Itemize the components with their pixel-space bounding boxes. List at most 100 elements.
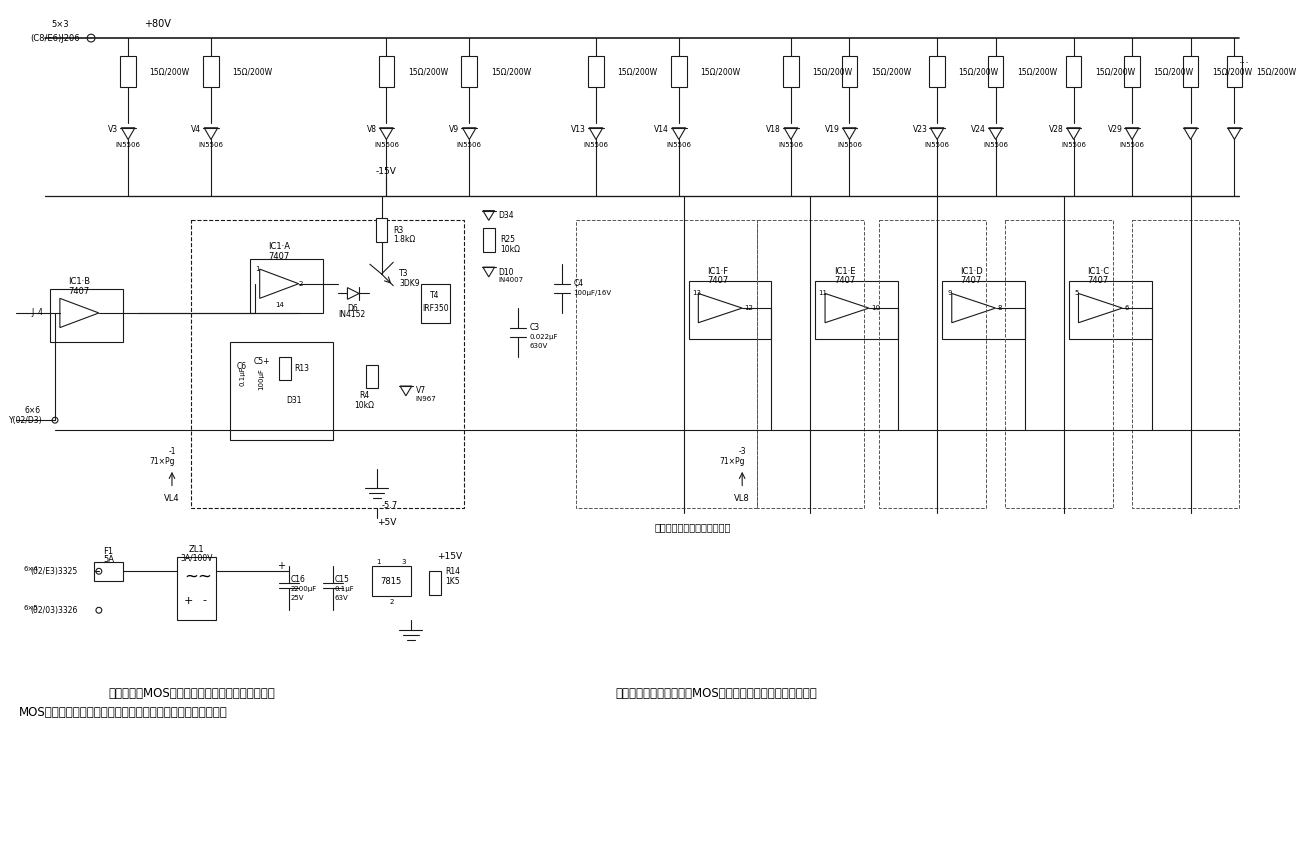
Text: R3: R3 bbox=[393, 226, 403, 234]
Text: R14: R14 bbox=[445, 567, 460, 575]
Text: V28: V28 bbox=[1048, 125, 1064, 134]
Polygon shape bbox=[1227, 127, 1242, 139]
Polygon shape bbox=[380, 127, 393, 139]
Text: 3A/100V: 3A/100V bbox=[180, 553, 213, 562]
Text: VL8: VL8 bbox=[735, 493, 750, 503]
Bar bbox=[688, 280, 771, 339]
Text: 15Ω/200W: 15Ω/200W bbox=[149, 68, 189, 77]
Bar bbox=[841, 56, 857, 87]
Text: 15Ω/200W: 15Ω/200W bbox=[700, 68, 740, 77]
Polygon shape bbox=[1125, 127, 1139, 139]
Polygon shape bbox=[842, 127, 857, 139]
Text: 630V: 630V bbox=[530, 343, 548, 349]
Text: +80V: +80V bbox=[144, 20, 171, 29]
Text: 7407: 7407 bbox=[708, 276, 728, 286]
Text: D34: D34 bbox=[499, 211, 515, 220]
Text: (02/E3)3325: (02/E3)3325 bbox=[31, 567, 78, 575]
Text: 15Ω/200W: 15Ω/200W bbox=[1017, 68, 1058, 77]
Text: 6×6: 6×6 bbox=[25, 406, 40, 415]
Text: IN5506: IN5506 bbox=[924, 142, 950, 148]
Polygon shape bbox=[1067, 127, 1081, 139]
Text: 1.8kΩ: 1.8kΩ bbox=[393, 235, 416, 245]
Text: +: + bbox=[277, 562, 285, 571]
Text: IN5506: IN5506 bbox=[198, 142, 223, 148]
Polygon shape bbox=[483, 210, 495, 221]
Text: 6×4: 6×4 bbox=[23, 566, 38, 572]
Text: ZL1: ZL1 bbox=[188, 545, 205, 554]
Text: IN967: IN967 bbox=[416, 396, 437, 402]
Text: D6: D6 bbox=[347, 304, 358, 313]
Text: +15V: +15V bbox=[437, 552, 463, 561]
Text: 15Ω/200W: 15Ω/200W bbox=[813, 68, 853, 77]
Text: D31: D31 bbox=[286, 396, 302, 405]
Bar bbox=[420, 284, 450, 322]
Text: 71×Pg: 71×Pg bbox=[719, 457, 745, 466]
Text: (02/03)3326: (02/03)3326 bbox=[31, 605, 78, 615]
Text: 10kΩ: 10kΩ bbox=[354, 401, 375, 410]
Text: 15Ω/200W: 15Ω/200W bbox=[491, 68, 531, 77]
Text: V7: V7 bbox=[416, 386, 426, 396]
Text: R4: R4 bbox=[359, 392, 369, 400]
Text: R13: R13 bbox=[294, 364, 308, 373]
Bar bbox=[231, 342, 333, 439]
Text: C16: C16 bbox=[290, 575, 306, 584]
Text: 100μF/16V: 100μF/16V bbox=[574, 291, 612, 297]
Text: +5V: +5V bbox=[377, 518, 397, 527]
Text: -15V: -15V bbox=[376, 167, 397, 176]
Polygon shape bbox=[347, 287, 359, 299]
Bar bbox=[378, 56, 394, 87]
Bar bbox=[942, 280, 1025, 339]
Bar bbox=[429, 571, 441, 595]
Text: 12: 12 bbox=[744, 305, 753, 311]
Bar bbox=[588, 56, 604, 87]
Text: 63V: 63V bbox=[334, 594, 349, 600]
Text: T4: T4 bbox=[430, 291, 439, 300]
Text: C15: C15 bbox=[334, 575, 350, 584]
Bar bbox=[121, 56, 136, 87]
Bar bbox=[1226, 56, 1243, 87]
Bar bbox=[988, 56, 1003, 87]
Text: IC1·C: IC1·C bbox=[1087, 267, 1109, 275]
Text: IC1·E: IC1·E bbox=[833, 267, 855, 275]
Text: 15Ω/200W: 15Ω/200W bbox=[1095, 68, 1135, 77]
Bar bbox=[250, 259, 323, 313]
Bar bbox=[483, 228, 495, 251]
Text: 5×3: 5×3 bbox=[51, 20, 69, 29]
Text: J  4: J 4 bbox=[31, 309, 43, 317]
Text: F1: F1 bbox=[104, 547, 114, 557]
Text: 13: 13 bbox=[692, 291, 701, 297]
Text: MOS管以后，一则改进了电路结构，又提高了工艺指标，前置放: MOS管以后，一则改进了电路结构，又提高了工艺指标，前置放 bbox=[19, 706, 228, 719]
Text: IN5506: IN5506 bbox=[1061, 142, 1086, 148]
Bar bbox=[929, 56, 945, 87]
Text: IN5506: IN5506 bbox=[984, 142, 1008, 148]
Text: IN5506: IN5506 bbox=[115, 142, 140, 148]
Text: 7407: 7407 bbox=[960, 276, 982, 286]
Polygon shape bbox=[205, 127, 218, 139]
Bar bbox=[365, 364, 377, 388]
Text: -: - bbox=[202, 596, 206, 605]
Text: IN5506: IN5506 bbox=[375, 142, 399, 148]
Text: 6×5: 6×5 bbox=[23, 605, 38, 611]
Polygon shape bbox=[483, 267, 495, 277]
Text: 7407: 7407 bbox=[268, 252, 290, 261]
Text: 15Ω/200W: 15Ω/200W bbox=[959, 68, 999, 77]
Bar bbox=[815, 280, 898, 339]
Text: 8: 8 bbox=[998, 305, 1002, 311]
Text: 100μF: 100μF bbox=[259, 369, 264, 390]
Text: IC1·F: IC1·F bbox=[708, 267, 728, 275]
Text: 10kΩ: 10kΩ bbox=[500, 245, 521, 254]
Text: 1: 1 bbox=[255, 266, 259, 272]
Polygon shape bbox=[989, 127, 1002, 139]
Bar bbox=[1183, 56, 1199, 87]
Text: 5: 5 bbox=[1074, 291, 1078, 297]
Text: 大级又大大简化。目前，MOS管基本上淘汰了大功率三极管。: 大级又大大简化。目前，MOS管基本上淘汰了大功率三极管。 bbox=[616, 687, 818, 699]
Text: 1K5: 1K5 bbox=[445, 576, 460, 586]
Text: -3: -3 bbox=[739, 447, 746, 456]
Text: 15Ω/200W: 15Ω/200W bbox=[871, 68, 911, 77]
Text: T3: T3 bbox=[399, 269, 408, 279]
Text: 3: 3 bbox=[402, 558, 406, 564]
Text: 2: 2 bbox=[389, 599, 394, 605]
Text: 15Ω/200W: 15Ω/200W bbox=[232, 68, 272, 77]
Text: 7407: 7407 bbox=[833, 276, 855, 286]
Text: -1: -1 bbox=[168, 447, 176, 456]
